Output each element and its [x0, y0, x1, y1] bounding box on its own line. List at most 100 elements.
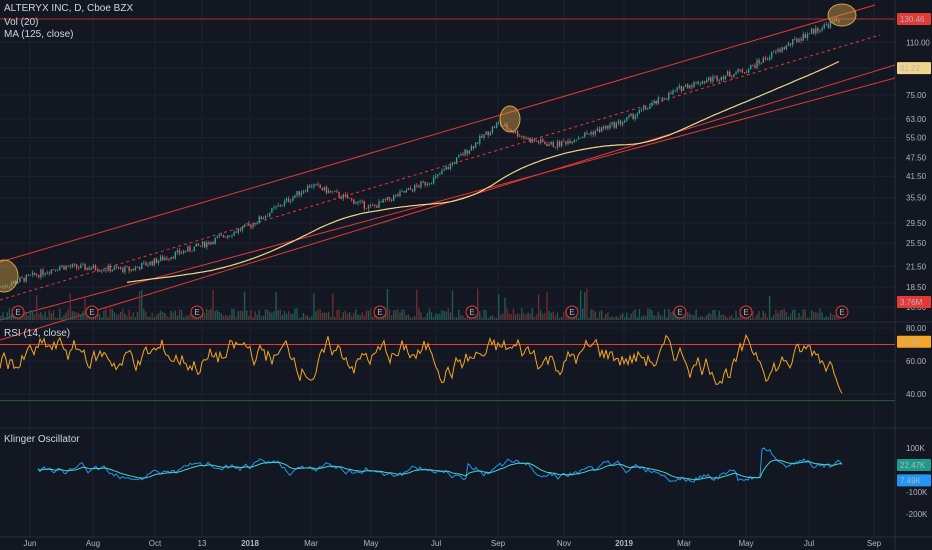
candle-body: [508, 129, 510, 130]
rsi-indicator-label[interactable]: RSI (14, close): [4, 328, 71, 339]
candle-body: [132, 268, 134, 270]
earnings-marker-label: E: [194, 308, 199, 317]
candle-body: [693, 82, 695, 87]
candle-body: [739, 69, 741, 71]
volume-bar: [693, 315, 695, 320]
candle-body: [716, 76, 718, 81]
volume-bar: [168, 317, 170, 320]
time-tick-label: Jul: [431, 539, 441, 548]
candle-body: [374, 205, 376, 206]
volume-bar: [535, 314, 538, 320]
candle-body: [99, 271, 101, 272]
candle-body: [674, 90, 676, 91]
candle-body: [630, 113, 632, 116]
candle-body: [376, 205, 378, 208]
candle-body: [823, 24, 825, 29]
volume-bar: [63, 314, 65, 320]
volume-bar: [185, 315, 187, 320]
volume-bar: [579, 290, 582, 320]
candle-body: [407, 188, 410, 191]
candle-body: [584, 132, 586, 137]
volume-bar: [726, 317, 729, 320]
candle-body: [544, 142, 546, 145]
candle-body: [309, 185, 311, 188]
volume-bar: [747, 317, 750, 320]
volume-bar: [0, 315, 2, 320]
volume-bar: [115, 314, 118, 320]
volume-bar: [542, 313, 544, 320]
volume-bar: [172, 312, 174, 320]
candle-body: [6, 286, 8, 287]
volume-bar: [609, 317, 611, 320]
volume-bar: [493, 317, 496, 320]
volume-bar: [275, 291, 277, 320]
candle-body: [258, 216, 260, 223]
volume-bar: [802, 309, 804, 320]
candle-body: [531, 139, 533, 143]
candle-body: [582, 136, 584, 138]
candle-body: [367, 205, 370, 209]
candle-body: [399, 191, 401, 197]
highlight-ellipse: [0, 259, 19, 293]
volume-bar: [395, 310, 397, 320]
rsi-tick-label: 60.00: [906, 357, 927, 366]
volume-bar: [405, 315, 407, 320]
volume-bar: [105, 308, 107, 320]
candle-body: [8, 286, 11, 287]
candle-body: [302, 191, 305, 193]
volume-bar: [592, 309, 594, 320]
candle-body: [40, 269, 42, 278]
ma-indicator-label[interactable]: MA (125, close): [4, 29, 74, 40]
volume-bar: [33, 314, 36, 320]
volume-indicator-label[interactable]: Vol (20): [4, 17, 39, 28]
candle-body: [779, 49, 781, 52]
candle-body: [594, 131, 596, 135]
candle-body: [456, 157, 458, 164]
volume-bar: [298, 317, 300, 320]
candle-body: [269, 212, 271, 217]
volume-bar: [151, 312, 153, 320]
price-axis: 16.0018.5021.5025.5029.5035.5041.5047.50…: [906, 38, 930, 519]
candle-body: [71, 264, 74, 267]
volume-bar: [411, 317, 414, 320]
candle-body: [712, 76, 714, 82]
candle-body: [615, 122, 617, 128]
candle-body: [668, 92, 670, 100]
volume-bar: [84, 297, 86, 320]
volume-bar: [52, 310, 55, 320]
volume-bar: [792, 309, 794, 320]
candle-body: [285, 198, 288, 201]
volume-bar: [739, 314, 741, 320]
candle-body: [752, 65, 754, 66]
candle-body: [521, 136, 523, 137]
candle-body: [428, 183, 431, 185]
candle-body: [827, 24, 830, 28]
klinger-indicator-label[interactable]: Klinger Oscillator: [4, 434, 80, 445]
volume-bar: [386, 289, 389, 320]
volume-bar: [294, 308, 296, 320]
time-tick-label: 2018: [241, 539, 259, 548]
volume-bar: [714, 309, 716, 320]
volume-bar: [311, 316, 313, 320]
volume-bar: [237, 310, 239, 320]
volume-bar: [397, 308, 399, 320]
volume-bar: [544, 313, 546, 320]
volume-bar: [145, 311, 147, 320]
candle-body: [657, 97, 659, 104]
earnings-marker: [373, 305, 387, 319]
volume-bar: [46, 317, 48, 320]
volume-bar: [485, 310, 487, 320]
candle-body: [474, 142, 477, 148]
volume-bar: [382, 315, 384, 320]
volume-bar: [132, 312, 134, 320]
candle-body: [808, 33, 811, 35]
klinger-panel: [37, 447, 843, 483]
volume-bar: [149, 316, 151, 320]
candle-body: [489, 132, 491, 136]
candle-body: [806, 34, 809, 39]
candle-body: [334, 191, 336, 192]
candle-body: [235, 231, 237, 233]
candle-body: [533, 139, 536, 142]
volume-bar: [134, 317, 137, 320]
